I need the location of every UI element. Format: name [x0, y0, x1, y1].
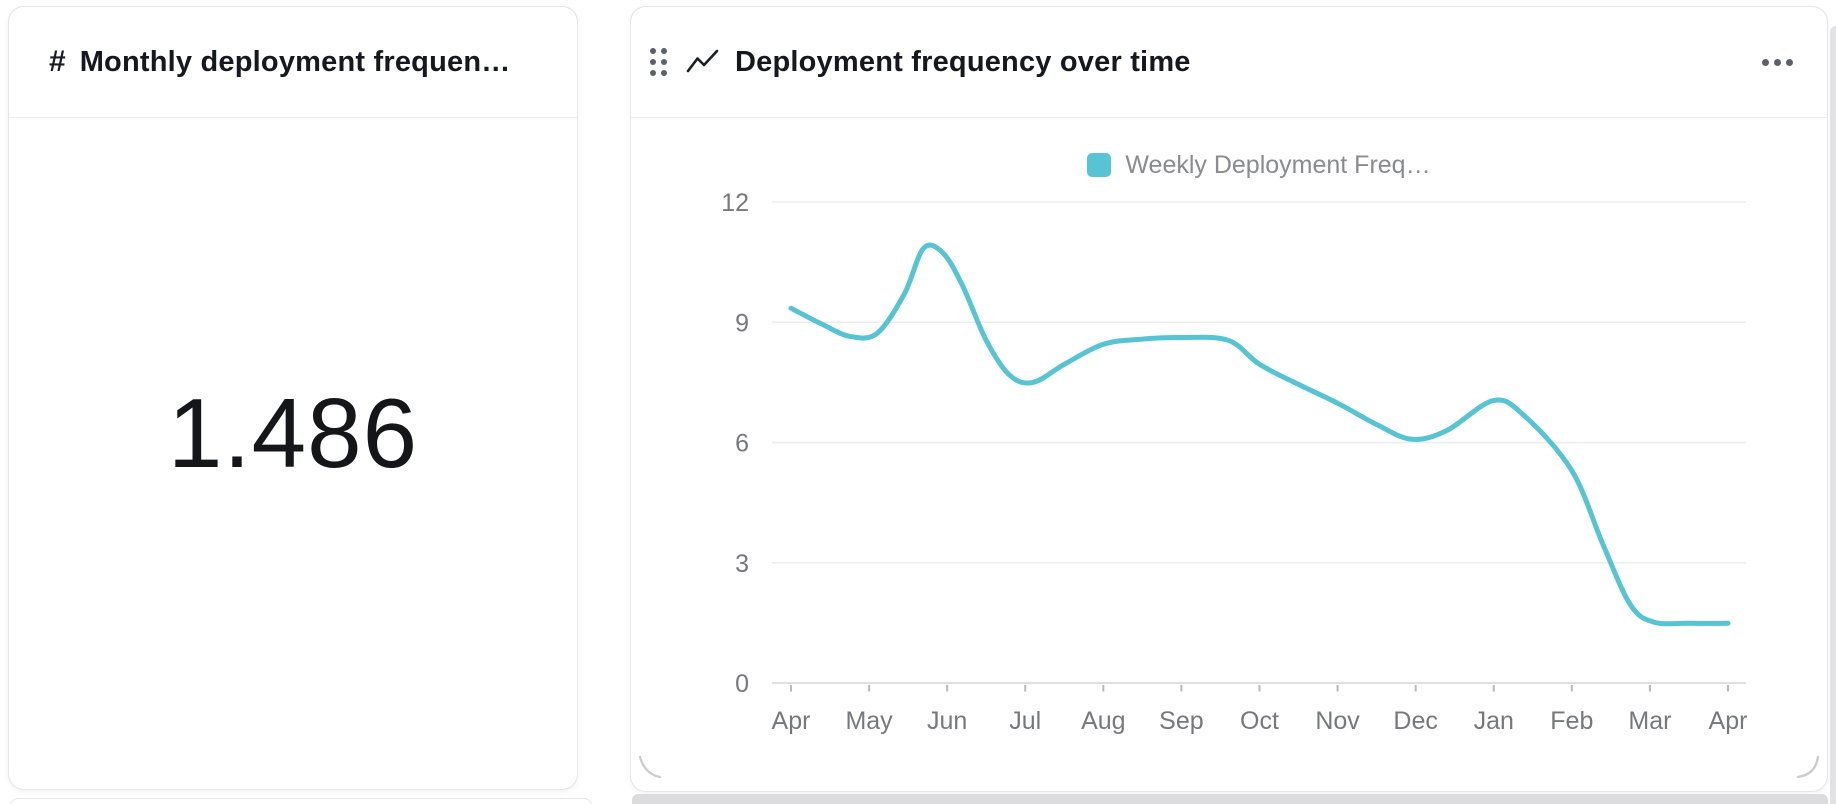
- ellipsis-icon: [1762, 58, 1769, 66]
- y-tick-label-9: 9: [735, 309, 749, 337]
- x-tick-label-sep-5: Sep: [1159, 707, 1203, 735]
- x-tick-label-oct-6: Oct: [1240, 707, 1279, 735]
- legend-label: Weekly Deployment Freq…: [1125, 150, 1431, 179]
- next-widget-top-edge-right: [632, 794, 1828, 804]
- y-tick-label-0: 0: [735, 670, 749, 698]
- x-tick-label-apr-12: Apr: [1709, 707, 1748, 735]
- metric-value: 1.486: [167, 378, 419, 488]
- chart-card-title: Deployment frequency over time: [735, 45, 1191, 78]
- x-tick-label-apr-0: Apr: [772, 707, 811, 735]
- deployment-chart-svg: 0 3 6 9 12 Apr May Jun Jul Aug Sep Oct Nov Dec Jan Feb M…: [721, 189, 1748, 735]
- line-chart-icon: [685, 46, 721, 78]
- resize-handle-bottom-left[interactable]: [637, 754, 663, 785]
- y-tick-label-12: 12: [721, 189, 749, 217]
- x-tick-label-dec-8: Dec: [1393, 707, 1437, 735]
- x-tick-label-jan-9: Jan: [1474, 707, 1514, 735]
- metric-card-title: Monthly deployment frequen…: [79, 45, 511, 78]
- chart-area: 0 3 6 9 12 Apr May Jun Jul Aug Sep Oct Nov Dec Jan Feb M…: [631, 118, 1827, 791]
- x-tick-label-mar-11: Mar: [1628, 707, 1671, 735]
- next-widget-top-edge-left: [10, 798, 592, 804]
- x-tick-label-may-1: May: [845, 707, 893, 735]
- metric-card-header: # Monthly deployment frequen…: [9, 7, 577, 118]
- y-tick-label-6: 6: [735, 430, 749, 458]
- legend-color-swatch: [1087, 153, 1112, 177]
- drag-handle-icon[interactable]: [646, 44, 671, 80]
- x-tick-label-jul-3: Jul: [1009, 707, 1041, 735]
- y-tick-label-3: 3: [735, 550, 749, 578]
- chart-legend: Weekly Deployment Freq…: [772, 147, 1746, 183]
- more-options-button[interactable]: [1758, 51, 1797, 74]
- metric-value-area: 1.486: [9, 118, 577, 789]
- adjacent-widget-edge: [1830, 26, 1836, 804]
- x-tick-label-jun-2: Jun: [927, 707, 967, 735]
- series-line[interactable]: [788, 242, 1731, 627]
- legend-item[interactable]: Weekly Deployment Freq…: [1087, 150, 1431, 180]
- resize-handle-bottom-right[interactable]: [1795, 754, 1821, 785]
- x-tick-label-feb-10: Feb: [1550, 707, 1593, 735]
- number-widget-icon: #: [49, 45, 66, 78]
- x-tick-label-aug-4: Aug: [1081, 707, 1125, 735]
- chart-card-header: Deployment frequency over time: [631, 7, 1827, 118]
- x-tick-label-nov-7: Nov: [1315, 707, 1360, 735]
- metric-card-monthly-deployment-frequency: # Monthly deployment frequen… 1.486: [8, 6, 578, 790]
- chart-card-deployment-frequency: Deployment frequency over time 0 3 6 9 12 Apr…: [630, 6, 1828, 792]
